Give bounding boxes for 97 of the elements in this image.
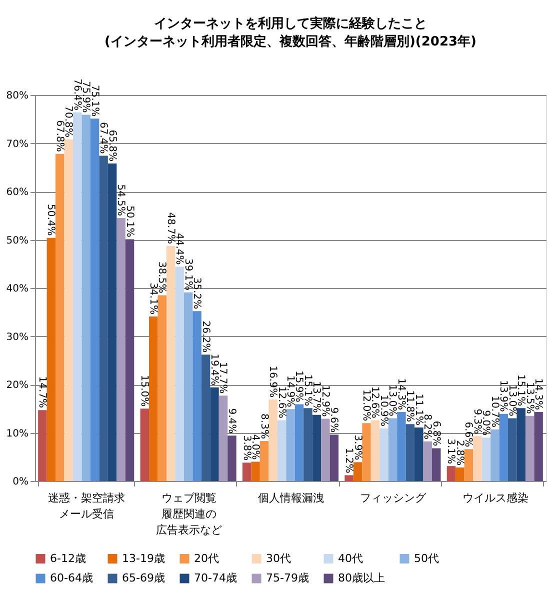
legend-label: 40代 — [338, 552, 363, 565]
legend-label: 6-12歳 — [50, 552, 86, 565]
bar — [64, 139, 73, 481]
bar — [353, 462, 362, 481]
data-label: 3.8% — [240, 435, 252, 461]
bar — [140, 408, 149, 481]
data-label: 48.7% — [164, 212, 176, 244]
bar — [534, 412, 543, 481]
bar — [388, 418, 398, 481]
legend-label: 75-79歳 — [266, 572, 309, 584]
bar — [192, 311, 202, 481]
y-tick-label: 60% — [6, 187, 28, 198]
bar — [210, 387, 219, 481]
legend-label: 60-64歳 — [50, 572, 93, 584]
bar — [499, 414, 508, 481]
legend-label: 65-69歳 — [122, 572, 165, 584]
x-tick-label: ウイルス感染 — [462, 492, 528, 504]
data-label: 1.2% — [343, 448, 354, 474]
data-label: 19.4% — [208, 354, 220, 386]
y-tick-label: 50% — [6, 235, 28, 246]
bar — [228, 436, 236, 481]
bar — [218, 396, 228, 481]
data-label: 67.4% — [98, 122, 109, 154]
bar — [473, 436, 482, 481]
y-tick-label: 40% — [6, 284, 28, 294]
data-label: 3.1% — [445, 438, 456, 464]
bar — [99, 156, 108, 481]
y-tick-label: 0% — [12, 476, 28, 488]
bar — [362, 423, 371, 481]
bar — [184, 292, 193, 481]
y-tick-label: 30% — [6, 332, 28, 343]
bar — [149, 316, 158, 481]
legend-label: 50代 — [414, 552, 439, 565]
bar — [277, 420, 286, 481]
y-tick-label: 80% — [6, 90, 28, 102]
legend-label: 20代 — [194, 552, 219, 565]
bar — [82, 114, 90, 481]
legend-label: 30代 — [266, 552, 291, 565]
legend-label: 70-74歳 — [194, 572, 237, 584]
legend-label: 80歳以上 — [338, 572, 385, 584]
bar — [414, 427, 424, 481]
bar — [380, 428, 388, 481]
bar — [482, 438, 491, 481]
data-label: 54.5% — [115, 184, 126, 216]
y-tick-label: 70% — [6, 138, 28, 150]
bar — [464, 449, 474, 481]
bar — [397, 412, 406, 481]
legend-label: 13-19歳 — [122, 552, 165, 565]
bar — [260, 440, 269, 481]
bar — [432, 448, 441, 481]
bar — [201, 354, 210, 481]
bar — [251, 462, 260, 481]
bar — [330, 434, 339, 481]
data-label: 67.8% — [54, 120, 65, 152]
data-label: 12.0% — [360, 389, 372, 422]
bar — [158, 295, 166, 481]
data-label: 50.4% — [45, 204, 56, 236]
y-tick-label: 10% — [6, 428, 28, 440]
bar — [321, 418, 330, 481]
y-tick-label: 20% — [6, 380, 28, 391]
bar — [56, 154, 64, 481]
x-tick-label: フィッシング — [360, 492, 428, 504]
bar — [370, 420, 380, 481]
data-label: 14.7% — [36, 376, 48, 408]
bar — [406, 424, 415, 481]
bar — [242, 462, 252, 481]
bar — [166, 246, 176, 481]
data-label: 9.4% — [226, 408, 237, 434]
bar — [294, 404, 304, 481]
data-label: 15.0% — [138, 374, 150, 407]
bar — [304, 408, 312, 481]
bar — [125, 239, 134, 481]
bar — [286, 409, 295, 481]
bar — [46, 238, 56, 481]
bar — [312, 414, 322, 481]
bar — [108, 164, 117, 481]
data-label: 34.1% — [147, 282, 158, 314]
bar — [116, 218, 126, 481]
chart-title: インターネットを利用して実際に経験したこと (インターネット利用者限定、複数回答、年齢階層別)(2023年) — [104, 16, 476, 50]
data-label: 26.2% — [200, 320, 211, 353]
bar — [90, 118, 100, 481]
bar — [175, 266, 184, 481]
bar — [490, 429, 500, 481]
bar — [446, 466, 456, 481]
bar — [268, 399, 278, 481]
x-tick-label: 個人情報漏洩 — [258, 492, 324, 504]
bar — [456, 467, 464, 481]
bar — [508, 418, 517, 481]
bar — [516, 408, 526, 481]
bar — [73, 112, 82, 481]
bar — [38, 410, 47, 481]
bar — [344, 475, 354, 481]
x-tick-label: ウェブ閲覧履歴関連の広告表示など — [156, 492, 222, 536]
bar — [423, 441, 432, 481]
data-label: 16.9% — [267, 366, 278, 398]
bar — [525, 416, 534, 481]
x-tick-label: 迷惑・架空請求メール受信 — [48, 492, 126, 520]
